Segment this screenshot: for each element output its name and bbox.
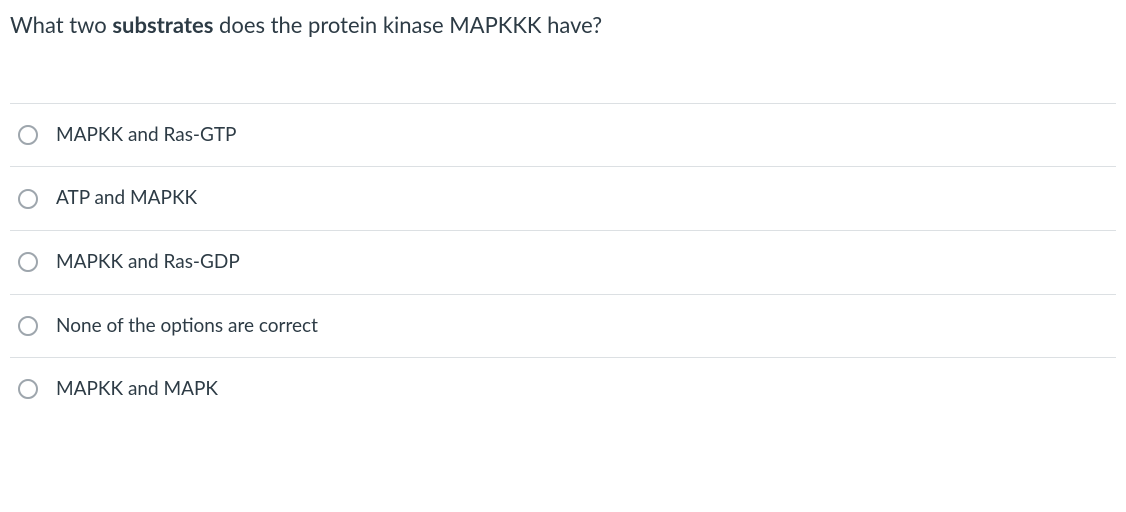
radio-icon[interactable] bbox=[18, 125, 38, 145]
radio-icon[interactable] bbox=[18, 316, 38, 336]
options-container: MAPKK and Ras-GTP ATP and MAPKK MAPKK an… bbox=[10, 103, 1116, 421]
radio-icon[interactable] bbox=[18, 189, 38, 209]
option-row[interactable]: ATP and MAPKK bbox=[10, 166, 1116, 230]
option-label: MAPKK and Ras-GTP bbox=[56, 122, 236, 149]
question-text: What two substrates does the protein kin… bbox=[10, 8, 1116, 43]
option-row[interactable]: None of the options are correct bbox=[10, 294, 1116, 358]
question-prefix: What two bbox=[10, 11, 112, 38]
radio-icon[interactable] bbox=[18, 252, 38, 272]
question-suffix: does the protein kinase MAPKKK have? bbox=[213, 11, 602, 38]
option-label: None of the options are correct bbox=[56, 313, 318, 340]
option-row[interactable]: MAPKK and Ras-GDP bbox=[10, 230, 1116, 294]
option-label: ATP and MAPKK bbox=[56, 185, 197, 212]
radio-icon[interactable] bbox=[18, 379, 38, 399]
option-row[interactable]: MAPKK and Ras-GTP bbox=[10, 103, 1116, 167]
option-label: MAPKK and Ras-GDP bbox=[56, 249, 240, 276]
question-bold: substrates bbox=[112, 11, 213, 38]
option-label: MAPKK and MAPK bbox=[56, 376, 218, 403]
option-row[interactable]: MAPKK and MAPK bbox=[10, 357, 1116, 421]
